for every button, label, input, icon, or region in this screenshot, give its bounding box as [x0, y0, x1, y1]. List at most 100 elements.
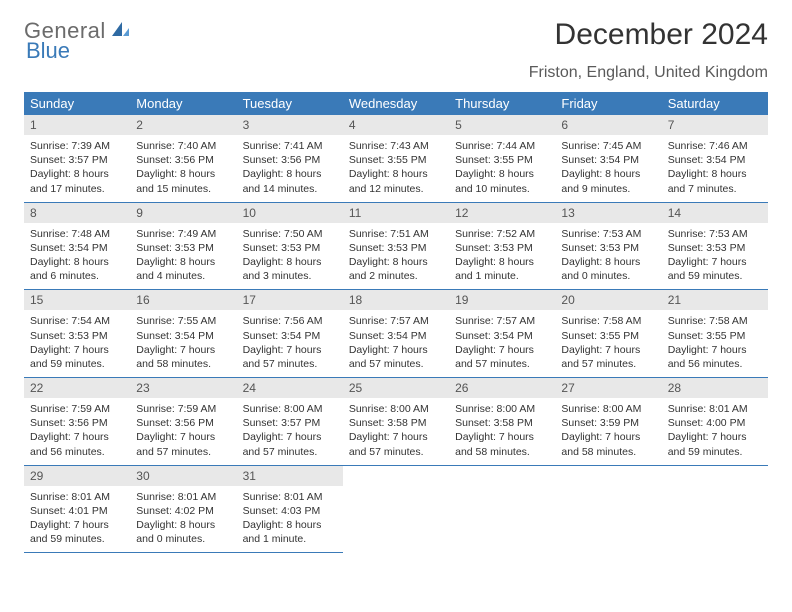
day-content: Sunrise: 7:52 AMSunset: 3:53 PMDaylight:…	[449, 223, 555, 290]
day-cell: 5Sunrise: 7:44 AMSunset: 3:55 PMDaylight…	[449, 115, 555, 202]
sunset-text: Sunset: 3:55 PM	[349, 153, 443, 167]
day-cell: 25Sunrise: 8:00 AMSunset: 3:58 PMDayligh…	[343, 378, 449, 466]
day-content: Sunrise: 8:01 AMSunset: 4:01 PMDaylight:…	[24, 486, 130, 553]
page-title: December 2024	[555, 18, 768, 52]
sunset-text: Sunset: 3:58 PM	[455, 416, 549, 430]
day-content: Sunrise: 7:50 AMSunset: 3:53 PMDaylight:…	[237, 223, 343, 290]
daylight-text: Daylight: 8 hours and 4 minutes.	[136, 255, 230, 283]
day-number: 29	[24, 466, 130, 486]
sunrise-text: Sunrise: 7:58 AM	[561, 314, 655, 328]
daylight-text: Daylight: 8 hours and 1 minute.	[243, 518, 337, 546]
daylight-text: Daylight: 8 hours and 9 minutes.	[561, 167, 655, 195]
daylight-text: Daylight: 8 hours and 3 minutes.	[243, 255, 337, 283]
sunset-text: Sunset: 3:53 PM	[455, 241, 549, 255]
day-cell: 19Sunrise: 7:57 AMSunset: 3:54 PMDayligh…	[449, 290, 555, 378]
sunrise-text: Sunrise: 7:40 AM	[136, 139, 230, 153]
day-number: 18	[343, 290, 449, 310]
day-content: Sunrise: 7:48 AMSunset: 3:54 PMDaylight:…	[24, 223, 130, 290]
col-saturday: Saturday	[662, 92, 768, 115]
daylight-text: Daylight: 7 hours and 57 minutes.	[243, 343, 337, 371]
daylight-text: Daylight: 8 hours and 1 minute.	[455, 255, 549, 283]
day-content: Sunrise: 7:51 AMSunset: 3:53 PMDaylight:…	[343, 223, 449, 290]
day-cell: 1Sunrise: 7:39 AMSunset: 3:57 PMDaylight…	[24, 115, 130, 202]
sunset-text: Sunset: 3:53 PM	[349, 241, 443, 255]
sunset-text: Sunset: 3:54 PM	[243, 329, 337, 343]
daylight-text: Daylight: 8 hours and 17 minutes.	[30, 167, 124, 195]
daylight-text: Daylight: 8 hours and 6 minutes.	[30, 255, 124, 283]
sunset-text: Sunset: 3:57 PM	[30, 153, 124, 167]
day-content: Sunrise: 8:01 AMSunset: 4:00 PMDaylight:…	[662, 398, 768, 465]
sunset-text: Sunset: 3:54 PM	[349, 329, 443, 343]
daylight-text: Daylight: 7 hours and 59 minutes.	[30, 343, 124, 371]
day-content: Sunrise: 7:53 AMSunset: 3:53 PMDaylight:…	[662, 223, 768, 290]
day-content: Sunrise: 7:55 AMSunset: 3:54 PMDaylight:…	[130, 310, 236, 377]
day-cell: 10Sunrise: 7:50 AMSunset: 3:53 PMDayligh…	[237, 202, 343, 290]
day-cell: 26Sunrise: 8:00 AMSunset: 3:58 PMDayligh…	[449, 378, 555, 466]
day-header-row: Sunday Monday Tuesday Wednesday Thursday…	[24, 92, 768, 115]
sunrise-text: Sunrise: 7:57 AM	[349, 314, 443, 328]
day-number: 24	[237, 378, 343, 398]
day-cell: 7Sunrise: 7:46 AMSunset: 3:54 PMDaylight…	[662, 115, 768, 202]
day-number: 28	[662, 378, 768, 398]
col-friday: Friday	[555, 92, 661, 115]
day-cell: 24Sunrise: 8:00 AMSunset: 3:57 PMDayligh…	[237, 378, 343, 466]
day-number: 8	[24, 203, 130, 223]
day-cell: 14Sunrise: 7:53 AMSunset: 3:53 PMDayligh…	[662, 202, 768, 290]
sunrise-text: Sunrise: 7:50 AM	[243, 227, 337, 241]
sunset-text: Sunset: 3:56 PM	[30, 416, 124, 430]
week-row: 29Sunrise: 8:01 AMSunset: 4:01 PMDayligh…	[24, 465, 768, 553]
day-cell: 12Sunrise: 7:52 AMSunset: 3:53 PMDayligh…	[449, 202, 555, 290]
daylight-text: Daylight: 8 hours and 15 minutes.	[136, 167, 230, 195]
day-number: 20	[555, 290, 661, 310]
day-content: Sunrise: 7:57 AMSunset: 3:54 PMDaylight:…	[343, 310, 449, 377]
sunset-text: Sunset: 3:56 PM	[243, 153, 337, 167]
sunset-text: Sunset: 4:00 PM	[668, 416, 762, 430]
daylight-text: Daylight: 7 hours and 59 minutes.	[30, 518, 124, 546]
day-number: 19	[449, 290, 555, 310]
day-cell	[555, 465, 661, 553]
day-number: 5	[449, 115, 555, 135]
day-content: Sunrise: 7:49 AMSunset: 3:53 PMDaylight:…	[130, 223, 236, 290]
sunrise-text: Sunrise: 7:59 AM	[30, 402, 124, 416]
day-number: 11	[343, 203, 449, 223]
day-cell: 6Sunrise: 7:45 AMSunset: 3:54 PMDaylight…	[555, 115, 661, 202]
sunrise-text: Sunrise: 8:01 AM	[668, 402, 762, 416]
day-cell: 30Sunrise: 8:01 AMSunset: 4:02 PMDayligh…	[130, 465, 236, 553]
day-cell: 15Sunrise: 7:54 AMSunset: 3:53 PMDayligh…	[24, 290, 130, 378]
daylight-text: Daylight: 8 hours and 12 minutes.	[349, 167, 443, 195]
sunset-text: Sunset: 3:53 PM	[561, 241, 655, 255]
sunrise-text: Sunrise: 7:56 AM	[243, 314, 337, 328]
daylight-text: Daylight: 7 hours and 56 minutes.	[30, 430, 124, 458]
day-content: Sunrise: 7:56 AMSunset: 3:54 PMDaylight:…	[237, 310, 343, 377]
day-content: Sunrise: 8:00 AMSunset: 3:57 PMDaylight:…	[237, 398, 343, 465]
sunset-text: Sunset: 3:54 PM	[455, 329, 549, 343]
sunrise-text: Sunrise: 7:53 AM	[561, 227, 655, 241]
day-cell: 13Sunrise: 7:53 AMSunset: 3:53 PMDayligh…	[555, 202, 661, 290]
sunrise-text: Sunrise: 7:43 AM	[349, 139, 443, 153]
day-number: 10	[237, 203, 343, 223]
day-cell: 9Sunrise: 7:49 AMSunset: 3:53 PMDaylight…	[130, 202, 236, 290]
sunset-text: Sunset: 3:55 PM	[455, 153, 549, 167]
day-cell: 21Sunrise: 7:58 AMSunset: 3:55 PMDayligh…	[662, 290, 768, 378]
location-label: Friston, England, United Kingdom	[24, 64, 768, 82]
day-number: 4	[343, 115, 449, 135]
sunrise-text: Sunrise: 7:52 AM	[455, 227, 549, 241]
sunset-text: Sunset: 3:59 PM	[561, 416, 655, 430]
week-row: 1Sunrise: 7:39 AMSunset: 3:57 PMDaylight…	[24, 115, 768, 202]
day-cell: 22Sunrise: 7:59 AMSunset: 3:56 PMDayligh…	[24, 378, 130, 466]
day-cell: 28Sunrise: 8:01 AMSunset: 4:00 PMDayligh…	[662, 378, 768, 466]
sunrise-text: Sunrise: 8:00 AM	[243, 402, 337, 416]
daylight-text: Daylight: 8 hours and 2 minutes.	[349, 255, 443, 283]
day-number: 7	[662, 115, 768, 135]
day-number: 14	[662, 203, 768, 223]
daylight-text: Daylight: 7 hours and 57 minutes.	[136, 430, 230, 458]
day-cell: 17Sunrise: 7:56 AMSunset: 3:54 PMDayligh…	[237, 290, 343, 378]
day-content: Sunrise: 7:45 AMSunset: 3:54 PMDaylight:…	[555, 135, 661, 202]
sunset-text: Sunset: 3:54 PM	[136, 329, 230, 343]
daylight-text: Daylight: 8 hours and 7 minutes.	[668, 167, 762, 195]
day-number: 30	[130, 466, 236, 486]
sunrise-text: Sunrise: 7:49 AM	[136, 227, 230, 241]
day-content: Sunrise: 8:00 AMSunset: 3:58 PMDaylight:…	[449, 398, 555, 465]
calendar-table: Sunday Monday Tuesday Wednesday Thursday…	[24, 92, 768, 553]
day-content: Sunrise: 7:57 AMSunset: 3:54 PMDaylight:…	[449, 310, 555, 377]
